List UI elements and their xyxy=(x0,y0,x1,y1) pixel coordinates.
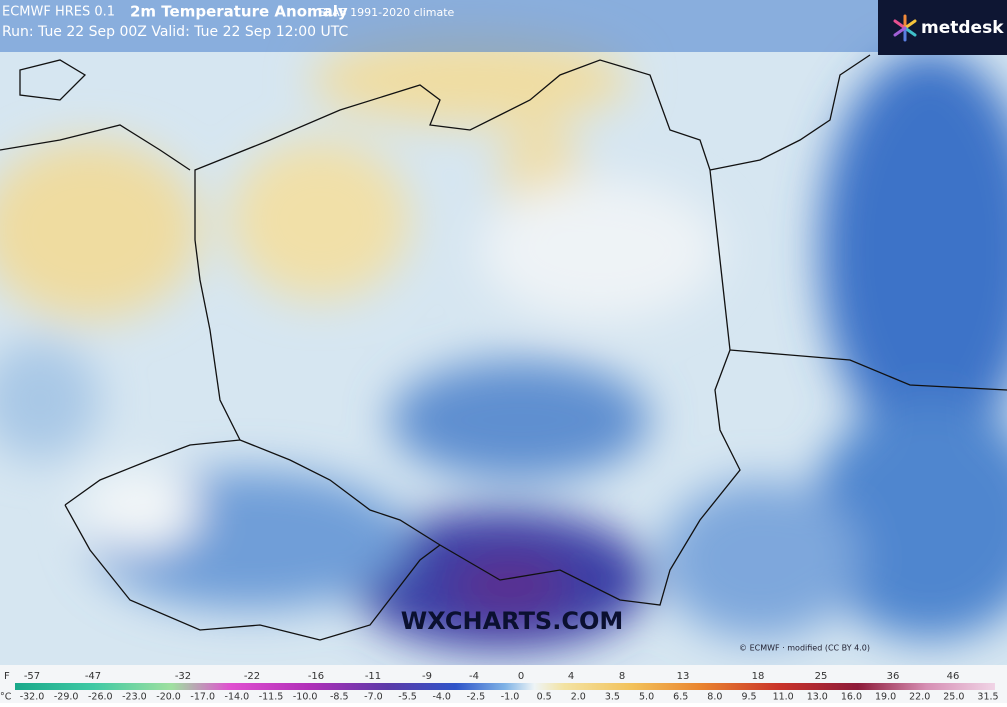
logo-box xyxy=(878,0,1007,55)
climate: ERA5 1991-2020 climate xyxy=(318,6,455,19)
c-label: -4.0 xyxy=(432,692,451,703)
f-label: 13 xyxy=(677,671,690,682)
c-unit: °C xyxy=(0,692,12,703)
borders xyxy=(0,54,1007,641)
watermark: WXCHARTS.COM xyxy=(401,607,623,635)
c-label: -11.5 xyxy=(259,692,284,703)
c-label: 0.5 xyxy=(537,692,552,703)
f-label: 0 xyxy=(518,671,524,682)
c-label: 2.0 xyxy=(571,692,586,703)
anomaly-field xyxy=(0,0,1007,665)
c-label: -23.0 xyxy=(122,692,147,703)
c-label: -5.5 xyxy=(398,692,417,703)
f-label: 8 xyxy=(619,671,625,682)
logo-icon xyxy=(893,14,917,42)
f-label: 25 xyxy=(815,671,828,682)
f-label: -57 xyxy=(24,671,40,682)
c-label: 16.0 xyxy=(841,692,862,703)
f-label: 36 xyxy=(887,671,900,682)
c-label: -10.0 xyxy=(293,692,318,703)
legend: F -57 -47 -32 -22 -16 -11 -9 -4 0 4 8 13 18 25 36 46 °C -3… xyxy=(0,671,999,703)
run-info: Run: Tue 22 Sep 00Z Valid: Tue 22 Sep 12… xyxy=(2,24,348,40)
c-label: 19.0 xyxy=(875,692,896,703)
c-label: 11.0 xyxy=(773,692,794,703)
c-label: 6.5 xyxy=(673,692,688,703)
c-label: 5.0 xyxy=(639,692,654,703)
c-label: -32.0 xyxy=(20,692,45,703)
c-label: 22.0 xyxy=(909,692,930,703)
f-label: -47 xyxy=(85,671,101,682)
c-label: -8.5 xyxy=(330,692,349,703)
title: 2m Temperature Anomaly xyxy=(130,3,348,21)
f-label: -9 xyxy=(422,671,432,682)
c-label: -26.0 xyxy=(88,692,113,703)
f-unit: F xyxy=(4,671,10,682)
f-label: -16 xyxy=(308,671,324,682)
c-label: 31.5 xyxy=(977,692,998,703)
c-label: 8.0 xyxy=(707,692,722,703)
f-label: 4 xyxy=(568,671,574,682)
c-label: -7.0 xyxy=(364,692,383,703)
c-label: -17.0 xyxy=(190,692,215,703)
c-label: 25.0 xyxy=(943,692,964,703)
f-label: -32 xyxy=(175,671,191,682)
c-label: 3.5 xyxy=(605,692,620,703)
c-label: -29.0 xyxy=(54,692,79,703)
c-label: 13.0 xyxy=(807,692,828,703)
legend-color-bar xyxy=(15,683,995,690)
credit: © ECMWF · modified (CC BY 4.0) xyxy=(739,644,870,653)
c-label: -20.0 xyxy=(156,692,181,703)
f-label: 18 xyxy=(752,671,765,682)
c-label: 9.5 xyxy=(741,692,756,703)
header-band xyxy=(0,0,878,52)
c-label: -14.0 xyxy=(225,692,250,703)
c-label: -1.0 xyxy=(501,692,520,703)
f-label: -4 xyxy=(469,671,479,682)
f-label: 46 xyxy=(947,671,960,682)
logo-text: metdesk xyxy=(921,18,1004,38)
model-name: ECMWF HRES 0.1 xyxy=(2,5,115,20)
f-label: -22 xyxy=(244,671,260,682)
f-label: -11 xyxy=(365,671,381,682)
c-label: -2.5 xyxy=(467,692,486,703)
